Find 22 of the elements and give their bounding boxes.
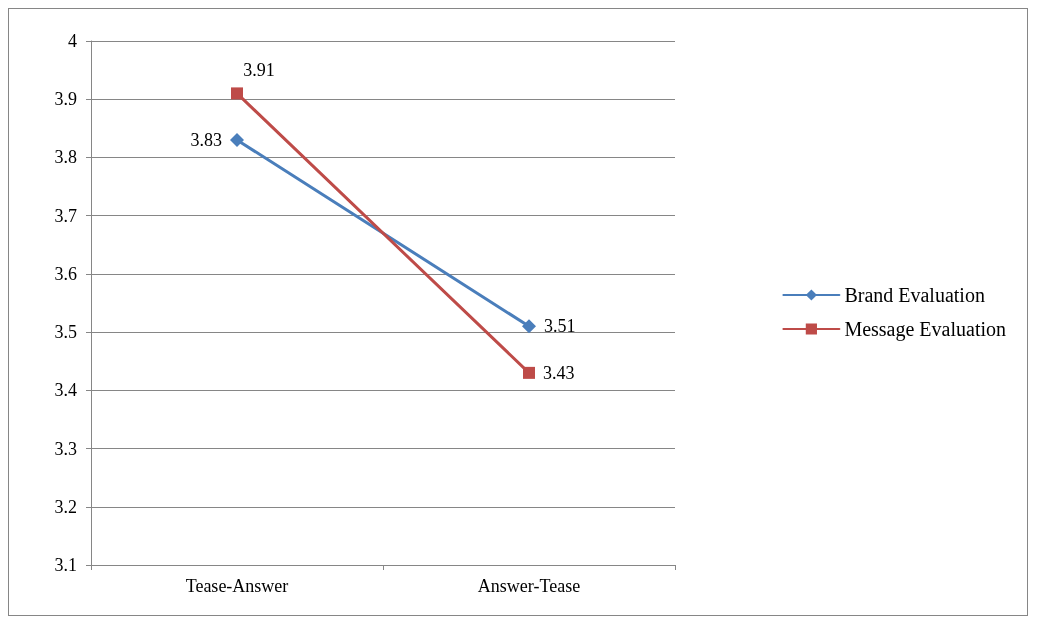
data-label: 3.43 (543, 362, 575, 383)
y-tick-label: 3.4 (54, 380, 77, 401)
y-tick-label: 4 (68, 31, 77, 51)
y-tick-label: 3.2 (54, 496, 77, 517)
y-tick-label: 3.3 (54, 438, 77, 459)
data-label: 3.91 (243, 60, 275, 81)
point (523, 366, 535, 379)
y-tick-label: 3.9 (54, 89, 77, 110)
y-tick-label: 3.6 (54, 263, 77, 284)
y-tick-label: 3.7 (54, 205, 77, 226)
y-tick-label: 3.8 (54, 147, 77, 168)
data-label: 3.51 (544, 316, 576, 337)
data-label: 3.83 (190, 129, 222, 150)
point (522, 319, 536, 334)
legend-label: Message Evaluation (844, 318, 1006, 341)
x-tick-label: Tease-Answer (185, 576, 289, 596)
y-tick-label: 3.1 (54, 555, 77, 575)
point (231, 87, 243, 100)
y-tick-label: 3.5 (54, 322, 77, 343)
legend-label: Brand Evaluation (844, 284, 985, 306)
x-tick-label: Answer-Tease (477, 576, 581, 596)
point (230, 132, 244, 147)
